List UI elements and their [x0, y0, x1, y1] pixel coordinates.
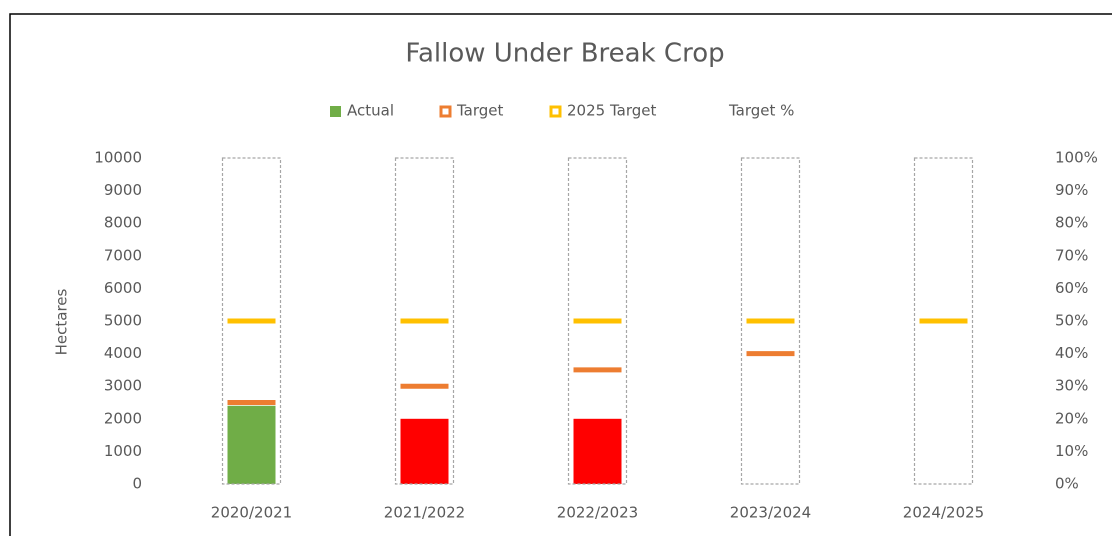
y-axis-title: Hectares	[53, 288, 71, 355]
y2-tick-label: 80%	[1055, 214, 1088, 232]
y2-tick-label: 20%	[1055, 409, 1088, 427]
bar	[400, 418, 449, 484]
x-tick-label: 2022/2023	[557, 504, 638, 522]
y-tick-label: 7000	[104, 246, 142, 264]
y2-tick-label: 10%	[1055, 442, 1088, 460]
y-tick-label: 8000	[104, 214, 142, 232]
legend-marker	[549, 105, 562, 118]
y2-tick-label: 50%	[1055, 312, 1088, 330]
legend-label: Actual	[347, 102, 394, 120]
y-tick-label: 2000	[104, 409, 142, 427]
legend-label: Target	[456, 102, 504, 120]
y-tick-label: 1000	[104, 442, 142, 460]
chart-frame	[9, 13, 1112, 536]
y-tick-label: 3000	[104, 377, 142, 395]
y-tick-label: 5000	[104, 312, 142, 330]
bar	[573, 418, 622, 484]
y2-tick-label: 0%	[1055, 475, 1079, 493]
y2-tick-label: 100%	[1055, 149, 1098, 167]
chart-title: Fallow Under Break Crop	[405, 39, 724, 69]
target-pct-box	[740, 157, 801, 485]
x-tick-label: 2021/2022	[384, 504, 465, 522]
x-tick-label: 2020/2021	[211, 504, 292, 522]
y-tick-label: 9000	[104, 181, 142, 199]
bar	[227, 405, 276, 484]
y2-tick-label: 90%	[1055, 181, 1088, 199]
y-tick-label: 10000	[94, 149, 142, 167]
y-tick-label: 6000	[104, 279, 142, 297]
x-tick-label: 2024/2025	[903, 504, 984, 522]
y2-tick-label: 30%	[1055, 377, 1088, 395]
legend-marker	[330, 106, 341, 117]
target-pct-box	[913, 157, 974, 485]
legend-marker	[439, 105, 452, 118]
target-pct-box	[394, 157, 455, 485]
y-tick-label: 0	[132, 475, 142, 493]
legend-label: 2025 Target	[567, 102, 656, 120]
y2-tick-label: 40%	[1055, 344, 1088, 362]
legend-label: Target %	[728, 102, 794, 120]
y-tick-label: 4000	[104, 344, 142, 362]
target-pct-box	[221, 157, 282, 485]
x-tick-label: 2023/2024	[730, 504, 811, 522]
y2-tick-label: 60%	[1055, 279, 1088, 297]
target-pct-box	[567, 157, 628, 485]
y2-tick-label: 70%	[1055, 246, 1088, 264]
